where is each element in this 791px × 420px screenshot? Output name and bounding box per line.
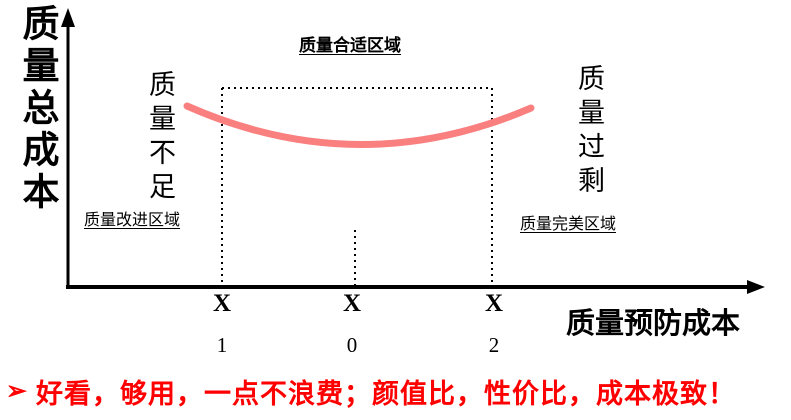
total-cost-curve [183, 102, 535, 148]
x-tick-x1: X 1 [200, 290, 244, 357]
x-tick-x1-index: 1 [216, 333, 228, 357]
x-axis-title: 质量预防成本 [566, 308, 741, 340]
region-label-quality-insufficient: 质量不足 [145, 70, 175, 206]
arrowhead-bullet-icon: ➢ [6, 377, 27, 405]
x-tick-x1-symbol: X [212, 290, 232, 317]
x-tick-x0-symbol: X [342, 290, 362, 317]
x-tick-x2-index: 2 [488, 333, 500, 357]
region-label-fit-zone: 质量合适区域 [299, 36, 401, 55]
optimum-zone-dotted-box [221, 87, 493, 287]
x-tick-x0-index: 0 [346, 333, 358, 357]
region-label-perfection-zone: 质量完美区域 [520, 216, 617, 233]
y-axis-title: 质量总成本 [17, 4, 58, 214]
slogan-text: 好看，够用，一点不浪费；颜值比，性价比，成本极致！ [35, 379, 736, 409]
x-tick-x2-symbol: X [484, 290, 504, 317]
x-tick-x0: X 0 [330, 290, 374, 357]
x-axis-arrowhead-icon [747, 280, 765, 294]
y-axis-arrowhead-icon [61, 8, 75, 27]
region-label-quality-excess: 质量过剩 [574, 64, 604, 200]
x-tick-x2: X 2 [472, 290, 516, 357]
region-label-improvement-zone: 质量改进区域 [84, 212, 181, 229]
slogan-line: ➢ 好看，够用，一点不浪费；颜值比，性价比，成本极致！ [6, 372, 789, 411]
